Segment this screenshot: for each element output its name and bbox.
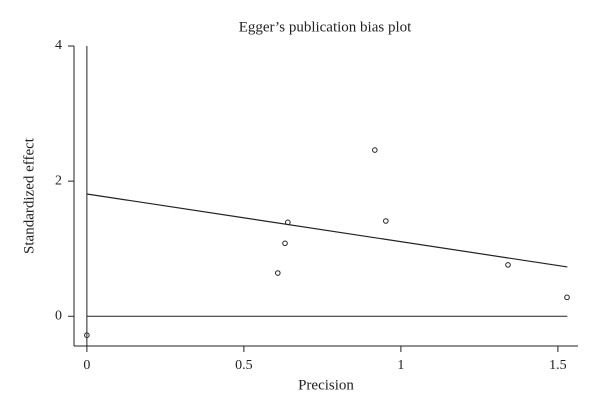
y-tick-label: 2	[55, 173, 62, 188]
point	[505, 262, 511, 268]
x-tick-label: 1.5	[549, 358, 567, 373]
point	[285, 219, 291, 226]
x-tick-label: 0.5	[235, 358, 253, 373]
chart-title: Egger’s publication bias plot	[239, 19, 412, 35]
point	[383, 218, 389, 224]
point	[282, 240, 288, 247]
point	[372, 147, 378, 153]
x-tick-label: 1	[397, 358, 404, 373]
x-tick-label: 0	[83, 358, 90, 373]
point	[84, 332, 90, 338]
y-tick-label: 0	[55, 308, 62, 323]
y-axis-label: Standardized effect	[21, 137, 37, 254]
x-axis-label: Precision	[298, 377, 354, 393]
point	[274, 270, 281, 276]
y-tick-label: 4	[55, 38, 62, 53]
regression-line	[86, 193, 568, 268]
point	[564, 294, 570, 301]
